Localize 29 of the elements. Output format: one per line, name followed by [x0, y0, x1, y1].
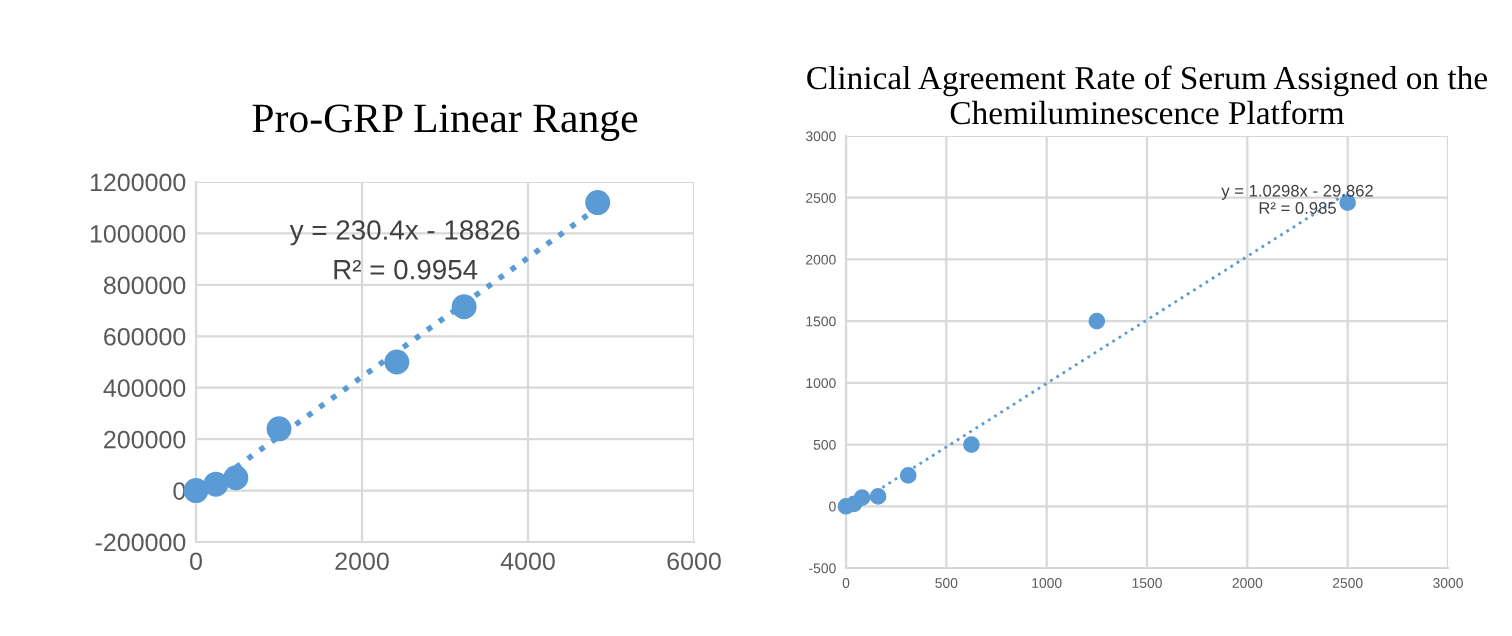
y-tick-label: 800000: [103, 276, 186, 295]
y-tick-label: -200000: [95, 533, 186, 552]
y-tick-label: 1000000: [90, 225, 186, 243]
point: [585, 190, 611, 216]
y-tick-label: 600000: [104, 327, 186, 346]
x-tick-label: 2000: [335, 552, 389, 571]
annotation: y = 1.0298x - 29.862: [1221, 184, 1373, 200]
x-tick-label: 0: [190, 552, 202, 571]
annotation: y = 230.4x - 18826: [289, 220, 520, 246]
y-tick-label: 400000: [103, 379, 186, 398]
point: [384, 349, 410, 375]
y-tick-label: 1200000: [90, 173, 186, 192]
point: [853, 489, 871, 506]
chart-title: Clinical Agreement Rate of Serum Assigned on the Chemiluminescence Platform: [807, 65, 1487, 125]
annotation: R² = 0.985: [1259, 202, 1336, 214]
point: [451, 294, 477, 320]
point: [963, 436, 980, 453]
y-tick-label: 200000: [104, 430, 186, 449]
chart-title: Pro-GRP Linear Range: [252, 104, 638, 141]
point: [1088, 312, 1106, 330]
point: [869, 488, 887, 505]
point: [899, 467, 917, 484]
point: [203, 471, 229, 497]
point: [223, 465, 249, 491]
point: [183, 478, 209, 504]
annotation: R² = 0.9954: [334, 259, 478, 280]
x-tick-label: 4000: [500, 552, 555, 571]
x-tick-label: 6000: [667, 552, 721, 571]
point: [266, 416, 292, 442]
